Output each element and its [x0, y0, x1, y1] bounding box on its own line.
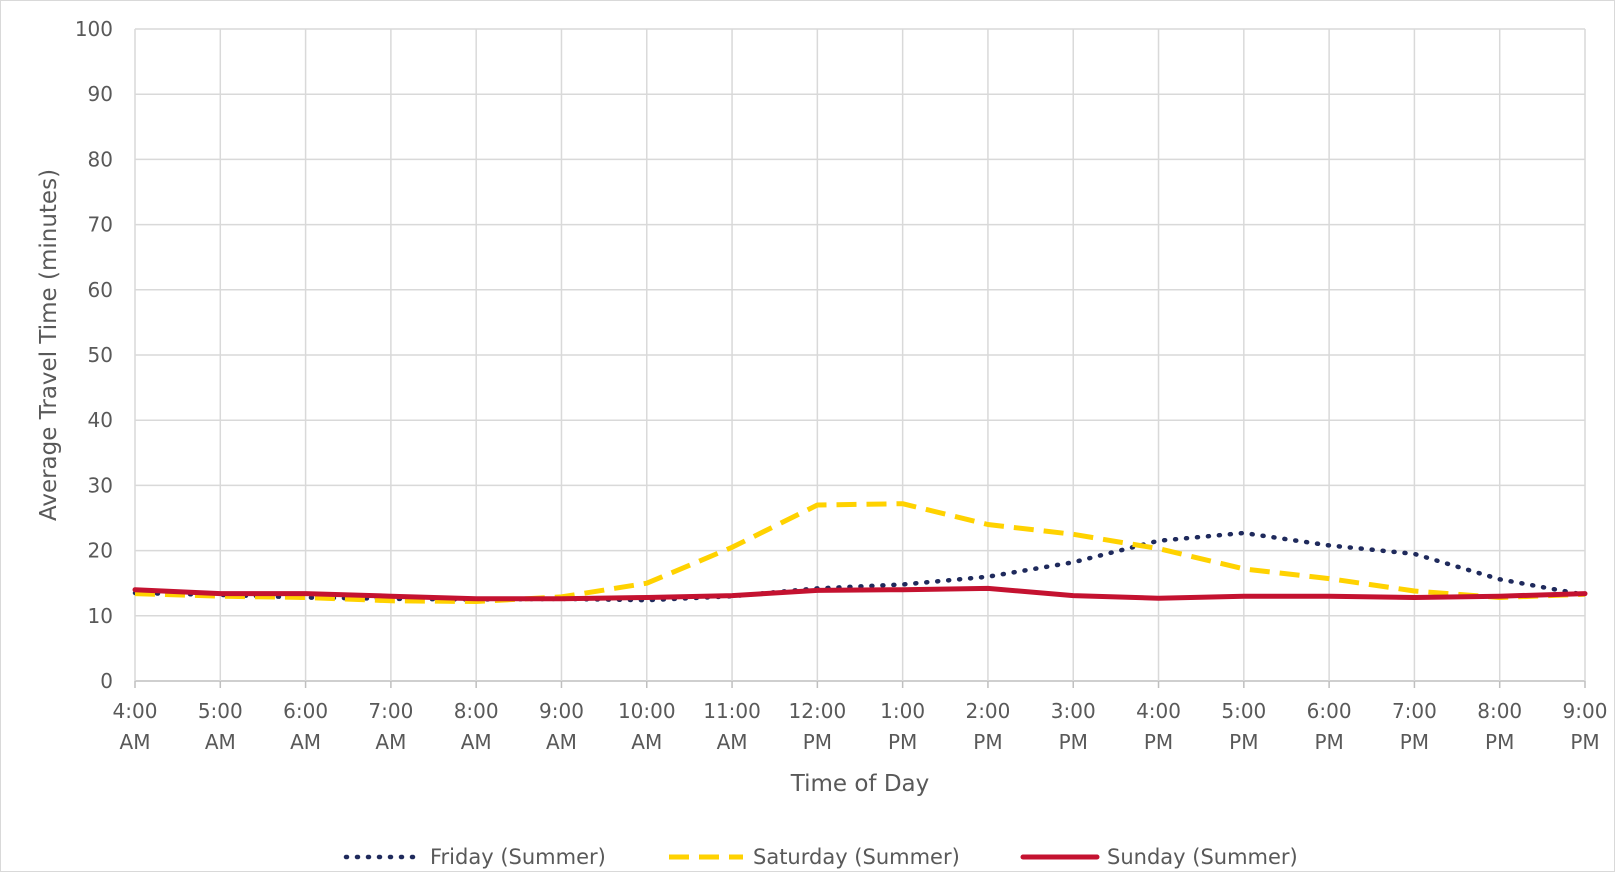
y-tick-label: 0: [100, 669, 113, 693]
legend: Friday (Summer) Saturday (Summer) Sunday (…: [343, 845, 1298, 869]
y-tick-label: 60: [88, 278, 113, 302]
x-tick-label: 8:00 PM: [1477, 699, 1522, 754]
x-tick-label: 5:00 AM: [198, 699, 243, 754]
x-tick-label: 10:00 AM: [618, 699, 676, 754]
y-tick-label: 80: [88, 147, 113, 171]
legend-label: Sunday (Summer): [1107, 845, 1298, 869]
x-axis-ticks: 4:00 AM 5:00 AM 6:00 AM 7:00 AM 8:00 AM 9:00 AM 10:0…: [113, 681, 1608, 754]
legend-label: Friday (Summer): [430, 845, 606, 869]
y-tick-label: 70: [88, 213, 113, 237]
y-tick-label: 100: [75, 17, 113, 41]
x-tick-label: 2:00 PM: [965, 699, 1010, 754]
y-tick-label: 20: [88, 539, 113, 563]
x-tick-label: 7:00 PM: [1392, 699, 1437, 754]
y-tick-label: 10: [88, 604, 113, 628]
series-line-sunday: [132, 585, 1588, 602]
x-tick-label: 4:00 AM: [113, 699, 158, 754]
x-tick-label: 3:00 PM: [1051, 699, 1096, 754]
x-tick-label: 8:00 AM: [454, 699, 499, 754]
y-axis-title: Average Travel Time (minutes): [36, 169, 62, 521]
gridlines: [134, 28, 1586, 682]
legend-label: Saturday (Summer): [753, 845, 960, 869]
x-tick-label: 4:00 PM: [1136, 699, 1181, 754]
x-tick-label: 6:00 PM: [1307, 699, 1352, 754]
series-lines: [132, 501, 1588, 604]
series-line-saturday: [134, 501, 1586, 604]
y-tick-label: 30: [88, 473, 113, 497]
y-tick-label: 40: [88, 408, 113, 432]
x-tick-label: 5:00 PM: [1221, 699, 1266, 754]
y-tick-label: 90: [88, 82, 113, 106]
x-tick-label: 11:00 AM: [703, 699, 761, 754]
y-tick-label: 50: [88, 343, 113, 367]
x-tick-label: 1:00 PM: [880, 699, 925, 754]
x-tick-label: 6:00 AM: [283, 699, 328, 754]
x-axis-title: Time of Day: [790, 771, 930, 797]
x-tick-label: 9:00 PM: [1563, 699, 1608, 754]
x-tick-label: 9:00 AM: [539, 699, 584, 754]
x-tick-label: 7:00 AM: [368, 699, 413, 754]
x-tick-label: 12:00 PM: [789, 699, 847, 754]
y-axis-ticks: 0 10 20 30 40 50 60 70 80 90 100: [75, 17, 113, 693]
